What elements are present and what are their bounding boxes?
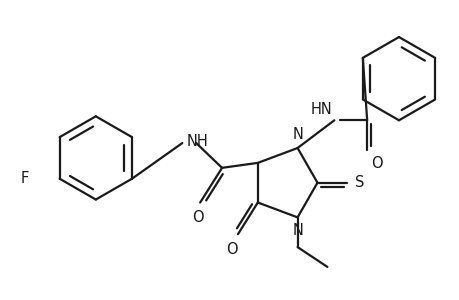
Text: S: S [354,175,364,190]
Text: HN: HN [310,102,332,117]
Text: N: N [291,127,302,142]
Text: O: O [226,242,237,257]
Text: N: N [291,223,302,238]
Text: O: O [192,210,203,225]
Text: NH: NH [186,134,207,148]
Text: O: O [370,156,382,171]
Text: F: F [21,171,29,186]
